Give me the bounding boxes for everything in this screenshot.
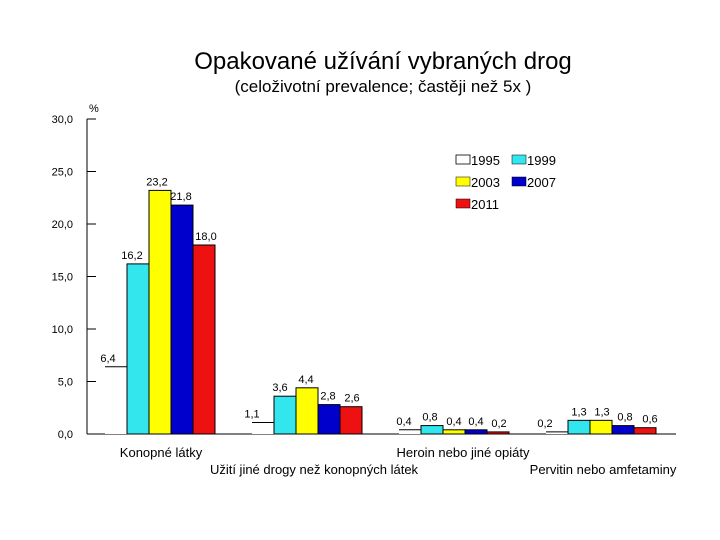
- legend-swatch-2003: [455, 176, 471, 187]
- data-label: 1,3: [571, 406, 586, 418]
- bar-1999: [273, 395, 297, 435]
- data-label: 0,2: [491, 418, 506, 430]
- bar-2007: [170, 204, 194, 435]
- bar-2007: [317, 404, 341, 435]
- bar-2011: [486, 431, 510, 435]
- x-category-label: Heroin nebo jiné opiáty: [397, 445, 530, 460]
- data-label: 18,0: [195, 231, 216, 243]
- legend-swatch-2007: [511, 176, 527, 187]
- legend-label-1995: 1995: [471, 153, 500, 168]
- bar-2003: [589, 419, 613, 435]
- y-tick-label: 25,0: [52, 167, 73, 179]
- data-label: 0,4: [468, 416, 483, 428]
- y-tick-label: 15,0: [52, 272, 73, 284]
- x-category-label: Užití jiné drogy než konopných látek: [210, 462, 419, 477]
- data-label: 0,2: [537, 418, 552, 430]
- legend-label-2003: 2003: [471, 175, 500, 190]
- legend-swatch-1999: [511, 154, 527, 165]
- legend-swatch-2011: [455, 198, 471, 209]
- bar-2003: [442, 429, 466, 435]
- data-label: 2,8: [320, 391, 335, 403]
- y-tick-label: 5,0: [58, 377, 73, 389]
- bar-2011: [633, 427, 657, 435]
- data-label: 2,6: [344, 393, 359, 405]
- bar-2011: [192, 244, 216, 435]
- x-category-label: Pervitin nebo amfetaminy: [530, 462, 677, 477]
- bar-2007: [611, 425, 635, 435]
- chart-title: Opakované užívání vybraných drog: [194, 48, 572, 75]
- legend-label-2011: 2011: [471, 197, 499, 212]
- bar-1995: [105, 366, 127, 434]
- bar-1999: [420, 425, 444, 435]
- y-tick-label: 20,0: [52, 219, 73, 231]
- bar-2003: [295, 387, 319, 435]
- y-tick-label: 10,0: [52, 324, 73, 336]
- legend-label-2007: 2007: [527, 175, 556, 190]
- bar-2007: [464, 429, 488, 435]
- x-category-label: Konopné látky: [120, 445, 203, 460]
- data-label: 1,3: [594, 406, 609, 418]
- data-label: 4,4: [298, 374, 313, 386]
- bar-1999: [126, 263, 150, 435]
- data-label: 0,8: [422, 412, 437, 424]
- data-label: 23,2: [146, 176, 167, 188]
- data-label: 0,4: [396, 416, 411, 428]
- y-tick-label: 30,0: [52, 114, 73, 126]
- legend-label-1999: 1999: [527, 153, 556, 168]
- data-label: 0,8: [617, 412, 632, 424]
- y-tick-label: 0,0: [58, 429, 73, 441]
- bar-1999: [567, 419, 591, 435]
- bar-2011: [339, 406, 363, 435]
- bar-1995: [399, 429, 421, 434]
- chart-subtitle: (celoživotní prevalence; častěji než 5x …: [234, 77, 532, 96]
- bar-1995: [252, 422, 274, 434]
- data-label: 0,4: [446, 416, 461, 428]
- data-label: 6,4: [100, 353, 115, 365]
- legend-swatch-1995: [455, 154, 471, 165]
- bar-2003: [148, 189, 172, 435]
- data-label: 1,1: [244, 408, 259, 420]
- data-label: 21,8: [170, 191, 191, 203]
- bar-1995: [546, 431, 568, 434]
- data-label: 3,6: [272, 382, 287, 394]
- data-label: 0,6: [642, 414, 657, 426]
- data-label: 16,2: [121, 250, 142, 262]
- y-axis-label: %: [89, 103, 99, 115]
